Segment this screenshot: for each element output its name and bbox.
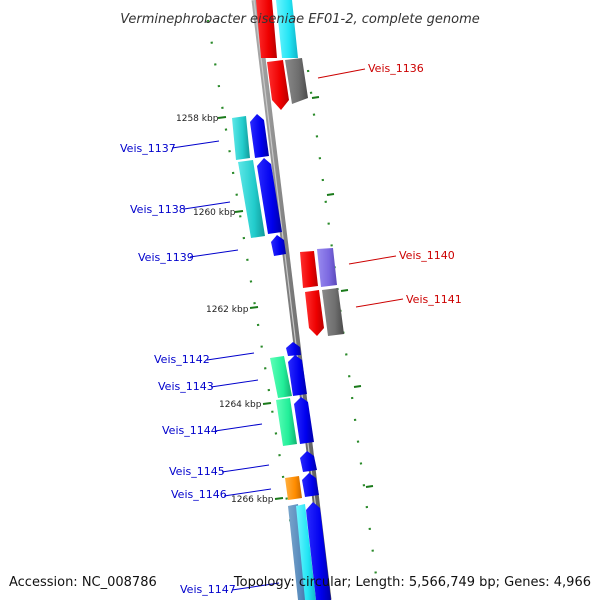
gene-veis-1136-red bbox=[267, 60, 289, 110]
gene-veis-1138-blue bbox=[257, 158, 282, 234]
gene-veis-1140-red bbox=[300, 251, 318, 288]
gene-label-veis-1138[interactable]: Veis_1138 bbox=[130, 203, 186, 216]
gene-veis-1145-blue bbox=[300, 451, 317, 472]
gene-veis-1146-blue bbox=[302, 473, 319, 497]
gene-label-veis-1140[interactable]: Veis_1140 bbox=[399, 249, 455, 262]
gene-block-veis-1135-cyan bbox=[276, 0, 298, 58]
label-leader-lines bbox=[171, 68, 404, 591]
scale-ticks bbox=[217, 96, 374, 500]
gene-label-veis-1145[interactable]: Veis_1145 bbox=[169, 465, 225, 478]
gene-label-veis-1142[interactable]: Veis_1142 bbox=[154, 353, 210, 366]
gene-veis-1137-blue bbox=[250, 114, 269, 158]
tick-label-1258: 1258 kbp bbox=[176, 114, 219, 124]
forward-strand-genes bbox=[256, 0, 344, 336]
gene-label-veis-1146[interactable]: Veis_1146 bbox=[171, 488, 227, 501]
gene-veis-1147-cyan bbox=[296, 504, 316, 600]
genome-backbone bbox=[251, 0, 332, 600]
tick-label-1264: 1264 kbp bbox=[219, 400, 262, 410]
gene-veis-1144-green bbox=[276, 398, 297, 446]
tick-label-1262: 1262 kbp bbox=[206, 305, 249, 315]
gene-veis-1143-green bbox=[270, 356, 292, 398]
accession-text: Accession: NC_008786 bbox=[9, 575, 157, 590]
gene-veis-1137-cyan bbox=[232, 116, 250, 160]
gene-veis-1140-purple bbox=[317, 248, 337, 287]
gene-veis-1142-blue bbox=[286, 342, 301, 356]
gene-veis-1147-blue bbox=[306, 502, 331, 600]
gene-label-veis-1147[interactable]: Veis_1147 bbox=[180, 583, 236, 596]
gene-veis-1141-red bbox=[305, 290, 324, 336]
gene-label-veis-1136[interactable]: Veis_1136 bbox=[368, 62, 424, 75]
reverse-strand-genes bbox=[232, 114, 331, 600]
gene-veis-1146-orange bbox=[285, 476, 302, 500]
gene-veis-1141-gray bbox=[322, 288, 344, 336]
tick-label-1260: 1260 kbp bbox=[193, 208, 236, 218]
gene-veis-1143-blue bbox=[288, 355, 307, 396]
gene-veis-1144-blue bbox=[294, 397, 314, 444]
gene-veis-1139-blue bbox=[271, 235, 286, 256]
gene-label-veis-1139[interactable]: Veis_1139 bbox=[138, 251, 194, 264]
map-title: Verminephrobacter eiseniae EF01-2, compl… bbox=[120, 12, 479, 27]
gene-label-veis-1144[interactable]: Veis_1144 bbox=[162, 424, 218, 437]
topology-text: Topology: circular; Length: 5,566,749 bp… bbox=[233, 575, 591, 590]
gene-label-veis-1141[interactable]: Veis_1141 bbox=[406, 293, 462, 306]
gene-label-veis-1137[interactable]: Veis_1137 bbox=[120, 142, 176, 155]
gene-block-veis-1135-red bbox=[256, 0, 277, 58]
tick-label-1266: 1266 kbp bbox=[231, 495, 274, 505]
gene-label-veis-1143[interactable]: Veis_1143 bbox=[158, 380, 214, 393]
gene-veis-1138-cyan bbox=[238, 160, 265, 238]
gene-veis-1136-gray bbox=[285, 58, 308, 104]
